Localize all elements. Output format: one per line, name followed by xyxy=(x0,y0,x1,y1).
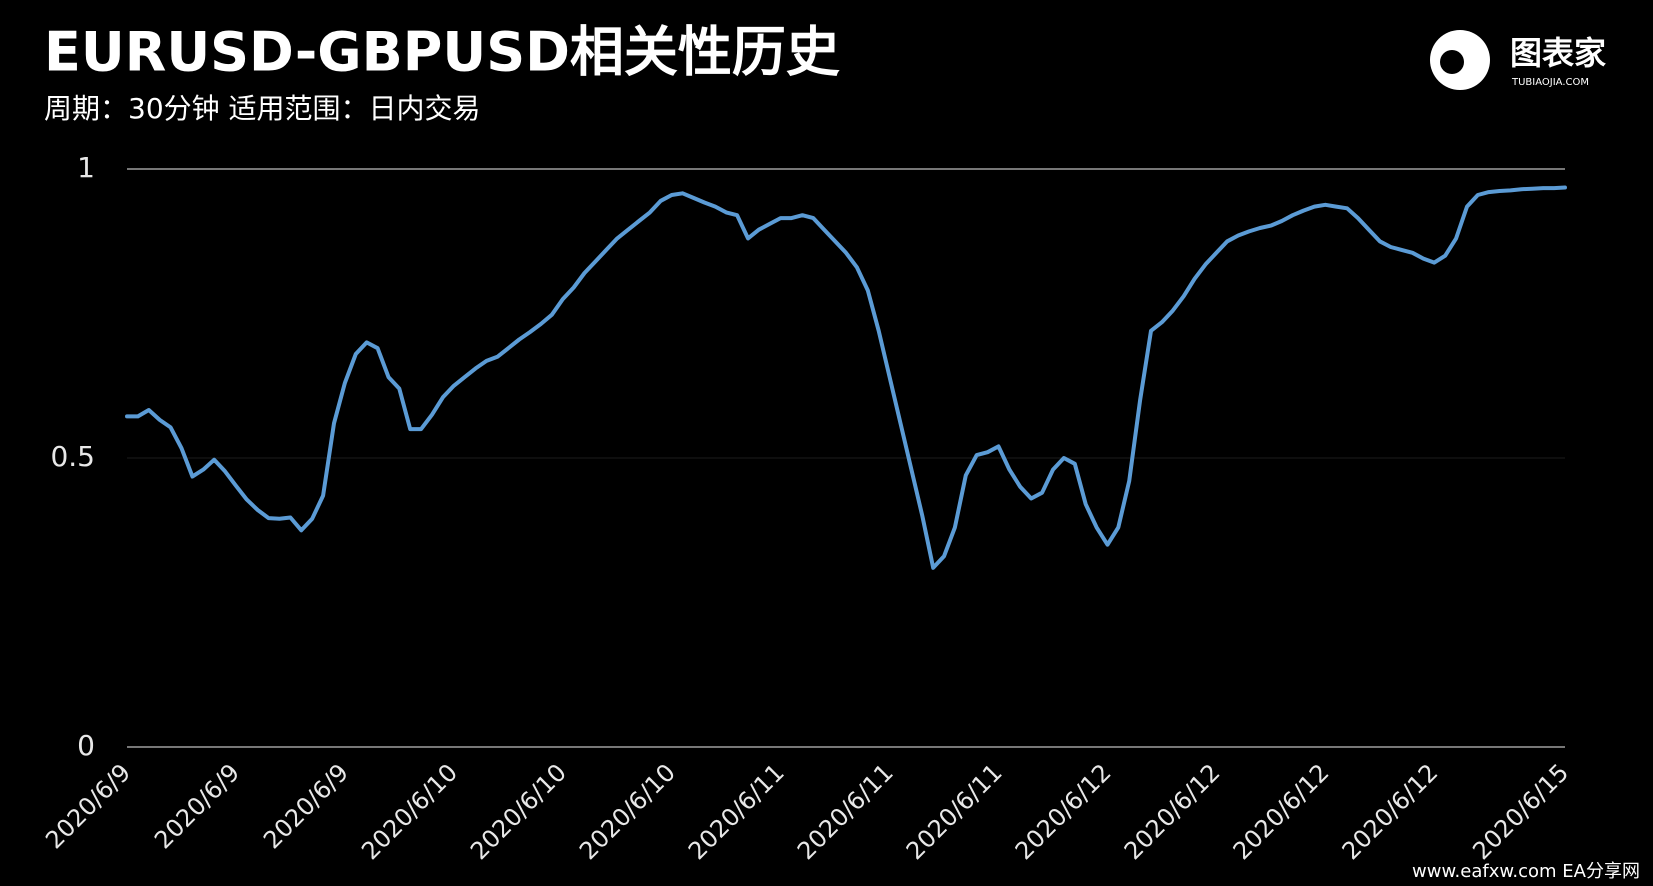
chart-subtitle: 周期：30分钟 适用范围：日内交易 xyxy=(44,92,481,125)
line-series xyxy=(125,185,1567,570)
logo: 图表家 TUBIAOJIA.COM xyxy=(1430,30,1606,90)
logo-subtext: TUBIAOJIA.COM xyxy=(1511,77,1589,88)
y-tick-label: 0 xyxy=(77,729,95,762)
logo-text: 图表家 xyxy=(1510,34,1606,72)
logo-icon-eye xyxy=(1440,50,1464,74)
chart-title: EURUSD-GBPUSD相关性历史 xyxy=(44,21,840,84)
watermark: www.eafxw.com EA分享网 xyxy=(1412,861,1640,882)
y-tick-label: 0.5 xyxy=(50,440,95,473)
y-tick-label: 1 xyxy=(77,151,95,184)
